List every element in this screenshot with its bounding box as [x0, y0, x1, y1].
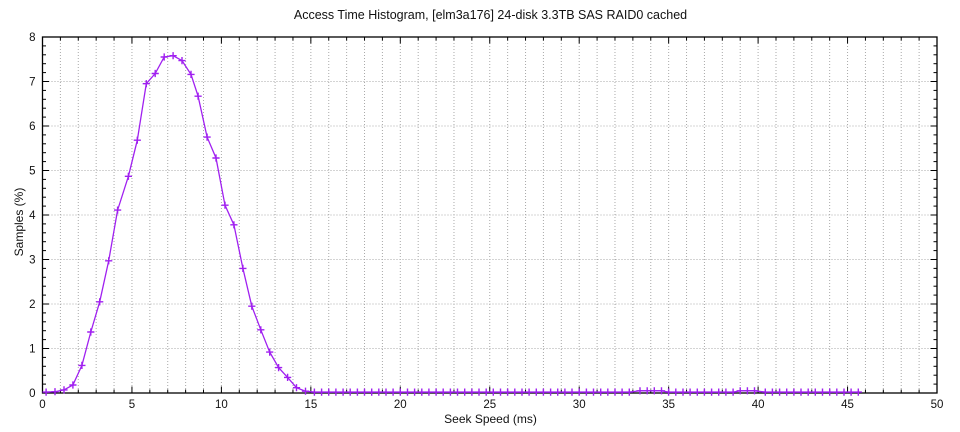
- x-tick-label: 15: [304, 399, 317, 411]
- y-tick-label: 5: [29, 166, 35, 178]
- x-tick-label: 40: [752, 399, 765, 411]
- x-axis-label: Seek Speed (ms): [444, 412, 537, 426]
- y-axis-label: Samples (%): [12, 187, 26, 257]
- x-tick-label: 5: [129, 399, 135, 411]
- y-tick-label: 4: [29, 210, 36, 222]
- x-tick-label: 20: [394, 399, 407, 411]
- series-markers: [42, 52, 862, 396]
- x-tick-label: 35: [662, 399, 675, 411]
- y-tick-label: 1: [29, 344, 35, 356]
- y-tick-label: 6: [29, 121, 35, 133]
- x-tick-label: 10: [215, 399, 228, 411]
- x-tick-label: 25: [483, 399, 496, 411]
- y-tick-label: 0: [29, 388, 35, 400]
- x-tick-label: 50: [931, 399, 944, 411]
- y-tick-label: 7: [29, 77, 35, 89]
- y-tick-label: 2: [29, 299, 35, 311]
- chart-title: Access Time Histogram, [elm3a176] 24-dis…: [293, 8, 688, 22]
- x-tick-label: 0: [39, 399, 45, 411]
- x-tick-label: 45: [841, 399, 854, 411]
- x-tick-label: 30: [573, 399, 586, 411]
- y-tick-label: 8: [29, 32, 35, 44]
- gridlines: [42, 37, 937, 393]
- y-tick-label: 3: [29, 255, 35, 267]
- series-samples: [42, 52, 862, 396]
